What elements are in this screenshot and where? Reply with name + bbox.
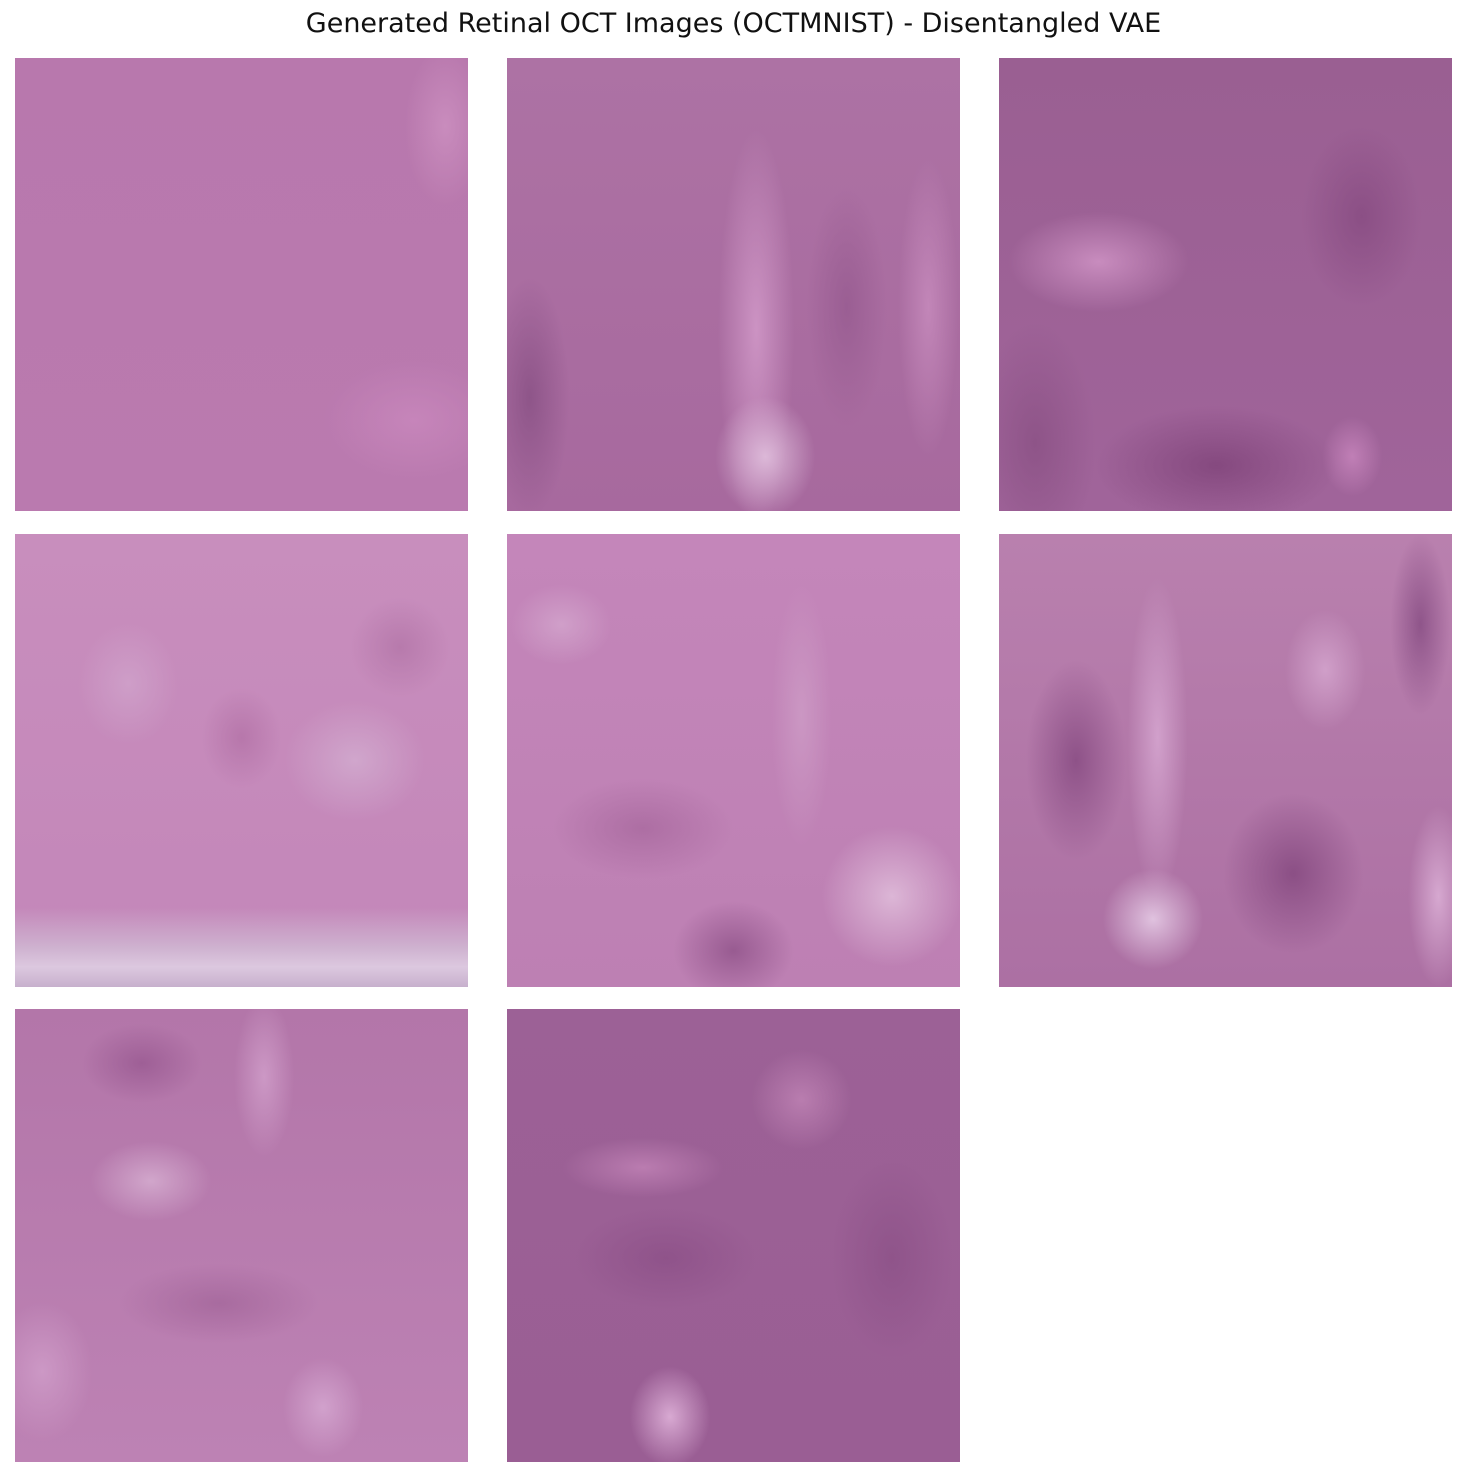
- generated-image: [15, 58, 468, 511]
- generated-image: [507, 534, 960, 987]
- generated-image: [507, 1009, 960, 1462]
- generated-image: [15, 1009, 468, 1462]
- figure-title: Generated Retinal OCT Images (OCTMNIST) …: [305, 8, 1162, 39]
- generated-image: [15, 534, 468, 987]
- generated-image: [999, 58, 1452, 511]
- generated-image: [507, 58, 960, 511]
- generated-image: [999, 534, 1452, 987]
